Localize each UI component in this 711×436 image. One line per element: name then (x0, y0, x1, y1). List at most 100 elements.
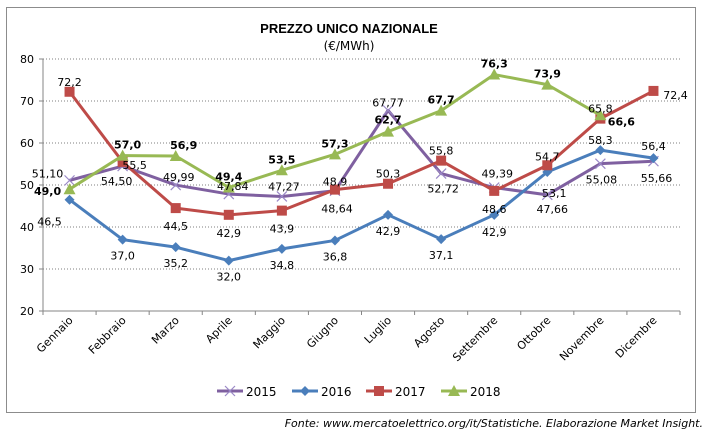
data-label-2015: 52,72 (427, 183, 459, 196)
data-point-2018 (222, 181, 235, 193)
data-point-2016 (648, 153, 659, 164)
legend-marker-2018 (448, 385, 460, 396)
x-tick-label: Giugno (304, 314, 341, 351)
data-point-2015 (435, 168, 447, 180)
data-point-2016 (64, 194, 75, 205)
data-label-2018: 76,3 (481, 58, 508, 71)
x-tick-label: Aprile (203, 314, 235, 346)
data-label-2016: 58,3 (588, 134, 613, 147)
data-label-2015: 49,39 (481, 168, 513, 181)
data-point-2018 (541, 78, 554, 90)
data-label-2017: 55,8 (429, 145, 454, 158)
series-line-2018 (68, 73, 602, 191)
data-point-2017 (170, 203, 181, 214)
data-label-2018: 56,9 (170, 139, 197, 152)
data-label-2017: 44,5 (163, 220, 188, 233)
chart-title: PREZZO UNICO NAZIONALE (260, 21, 438, 36)
y-tick-label: 50 (20, 179, 34, 192)
data-label-2015: 47,84 (217, 180, 249, 193)
data-label-2015: 47,66 (537, 203, 569, 216)
data-point-2015 (382, 104, 394, 116)
y-tick-label: 70 (20, 95, 34, 108)
legend: 2015 2016 2017 2018 (217, 385, 501, 399)
data-point-2018 (382, 125, 395, 137)
x-tick-label: Maggio (251, 314, 289, 352)
data-label-2016: 53,1 (542, 187, 567, 200)
data-point-2016 (595, 145, 606, 156)
data-label-2018: 62,7 (374, 114, 401, 127)
data-point-2016 (436, 234, 447, 245)
legend-marker-2017 (374, 386, 384, 396)
data-label-2017: 48,6 (482, 203, 507, 216)
data-point-2015 (541, 189, 553, 201)
source-note: Fonte: www.mercatoelettrico.org/it/Stati… (284, 417, 703, 430)
data-point-2016 (489, 209, 500, 220)
x-tick-label: Dicembre (613, 314, 660, 361)
y-tick-label: 60 (20, 137, 34, 150)
data-point-2017 (436, 155, 447, 166)
data-point-2017 (542, 160, 553, 171)
data-label-2017: 72,4 (663, 89, 688, 102)
chart-frame (6, 7, 696, 413)
data-label-2016: 34,8 (270, 259, 295, 272)
data-point-2018 (594, 109, 607, 121)
legend-label: 2015 (246, 385, 277, 399)
data-label-2016: 46,5 (37, 216, 62, 229)
data-label-2017: 55,5 (122, 159, 147, 172)
legend-label: 2018 (470, 385, 501, 399)
data-label-2016: 32,0 (217, 271, 242, 284)
data-label-2017: 65,8 (588, 103, 613, 116)
data-label-2015: 47,27 (268, 180, 300, 193)
data-point-2018 (169, 150, 182, 162)
data-point-2018 (63, 183, 76, 195)
data-point-2018 (116, 149, 129, 161)
data-point-2017 (489, 185, 500, 196)
data-label-2017: 54,7 (535, 150, 560, 163)
x-tick-label: Febbraio (86, 314, 129, 357)
legend-marker-2015 (224, 385, 236, 397)
data-point-2017 (223, 209, 234, 220)
x-tick-label: Settembre (450, 314, 500, 364)
data-point-2017 (329, 184, 340, 195)
data-point-2017 (117, 156, 128, 167)
data-label-2018: 57,0 (114, 139, 141, 152)
data-point-2016 (223, 255, 234, 266)
data-point-2015 (170, 179, 182, 191)
data-label-2015: 48,64 (321, 203, 353, 216)
series-line-2017 (68, 89, 655, 217)
x-tick-label: Marzo (149, 314, 182, 347)
data-point-2017 (383, 178, 394, 189)
legend-item-2015[interactable]: 2015 (217, 385, 277, 399)
data-point-2016 (170, 242, 181, 253)
data-label-2016: 42,9 (376, 225, 401, 238)
data-label-2015: 54,50 (101, 175, 133, 188)
x-tick-label: Agosto (411, 314, 447, 350)
series-2015 (64, 104, 659, 202)
legend-item-2018[interactable]: 2018 (441, 385, 501, 399)
legend-marker-2016 (300, 386, 310, 396)
series-line-2016 (68, 148, 654, 263)
data-label-2016: 37,1 (429, 249, 454, 262)
legend-item-2016[interactable]: 2016 (292, 385, 352, 399)
legend-label: 2017 (395, 385, 426, 399)
data-label-2016: 35,2 (163, 257, 188, 270)
data-label-2015: 67,77 (372, 96, 404, 109)
data-label-2018: 49,0 (34, 185, 61, 198)
data-label-2016: 36,8 (323, 250, 348, 263)
legend-item-2017[interactable]: 2017 (366, 385, 426, 399)
data-point-2016 (117, 234, 128, 245)
series-line-2015 (69, 108, 654, 198)
data-point-2018 (488, 68, 501, 80)
data-label-2016: 56,4 (641, 140, 666, 153)
series-2018 (63, 68, 607, 195)
data-point-2016 (383, 209, 394, 220)
data-point-2017 (64, 86, 75, 97)
data-label-2018: 53,5 (268, 153, 295, 166)
data-point-2016 (276, 243, 287, 254)
data-label-2018: 49,4 (215, 171, 242, 184)
data-point-2018 (435, 104, 448, 116)
data-label-2018: 57,3 (321, 137, 348, 150)
data-label-2015: 55,08 (586, 174, 618, 187)
y-tick-label: 30 (20, 263, 34, 276)
